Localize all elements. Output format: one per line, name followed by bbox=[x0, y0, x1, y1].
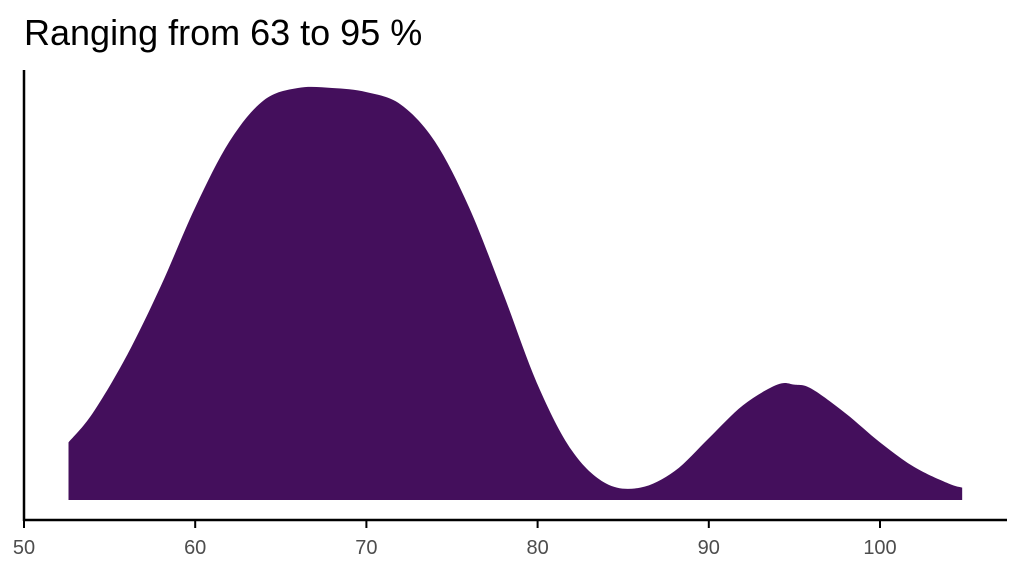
x-axis-ticks: 50 60 70 80 90 100 bbox=[13, 520, 897, 559]
x-tick-label: 100 bbox=[863, 537, 896, 559]
x-tick-label: 50 bbox=[13, 537, 35, 559]
x-tick-label: 60 bbox=[184, 537, 206, 559]
x-tick-label: 70 bbox=[355, 537, 377, 559]
plot-area bbox=[68, 86, 963, 500]
chart-title: Ranging from 63 to 95 % bbox=[24, 12, 423, 53]
x-tick-label: 90 bbox=[698, 537, 720, 559]
x-tick-label: 80 bbox=[526, 537, 548, 559]
density-area bbox=[68, 86, 963, 500]
